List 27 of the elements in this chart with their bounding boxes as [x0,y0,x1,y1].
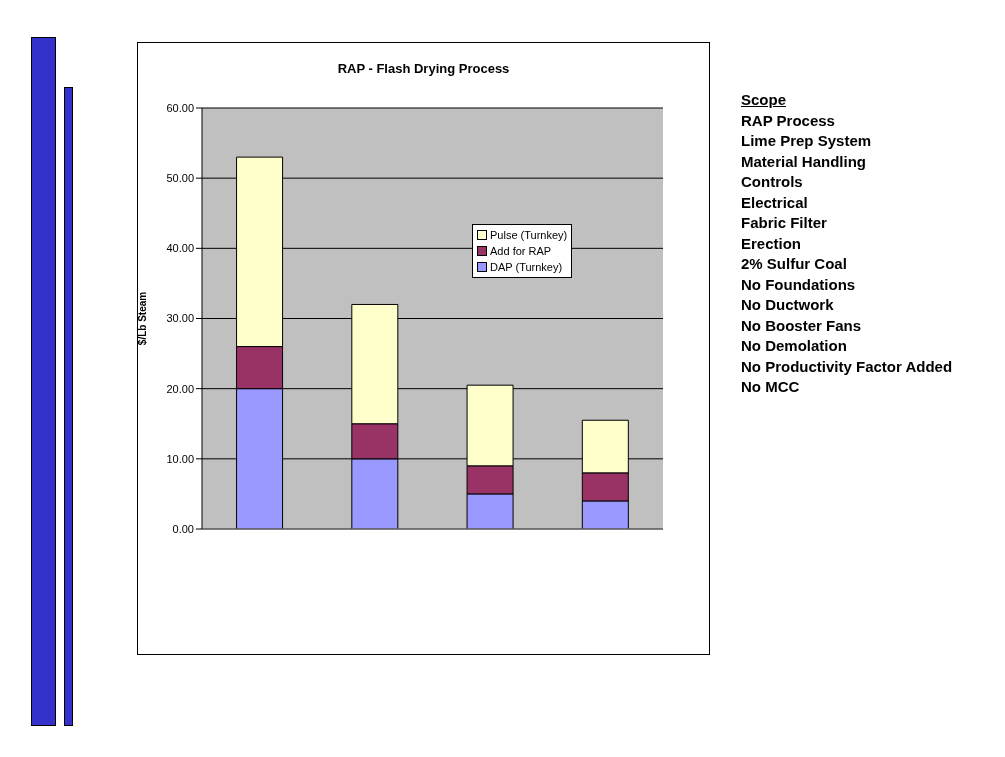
y-tick-label: 60.00 [166,101,194,114]
y-tick-label: 10.00 [166,452,194,465]
text: No Demolation [741,336,848,356]
text: Erection [741,233,802,254]
legend-label: Add for RAP [490,245,552,257]
y-tick-label: 0.00 [172,522,194,535]
text: RAP Process [741,110,836,131]
text: Scope [741,90,787,110]
text: No Ductwork [741,295,835,315]
text: Controls [741,172,804,192]
y-tick-label: 20.00 [166,382,194,395]
y-tick-label: 50.00 [166,172,194,185]
text: 2% Sulfur Coal [741,254,848,274]
y-tick-label: 30.00 [166,312,194,325]
legend-label: DAP (Turnkey) [490,261,563,273]
text: No MCC [741,377,801,397]
text: No Productivity Factor Added [741,356,953,377]
text: Material Handling [741,151,868,172]
chart-title: RAP - Flash Drying Process [336,61,511,76]
text: Fabric Filter [741,213,828,233]
y-axis-title: $/Lb Steam [136,291,148,346]
text: Electrical [741,192,809,213]
text: No Booster Fans [741,315,862,336]
y-tick-label: 40.00 [166,242,194,255]
legend-label: Pulse (Turnkey) [490,229,568,241]
text: No Foundations [741,274,857,295]
text: Lime Prep System [741,131,873,151]
